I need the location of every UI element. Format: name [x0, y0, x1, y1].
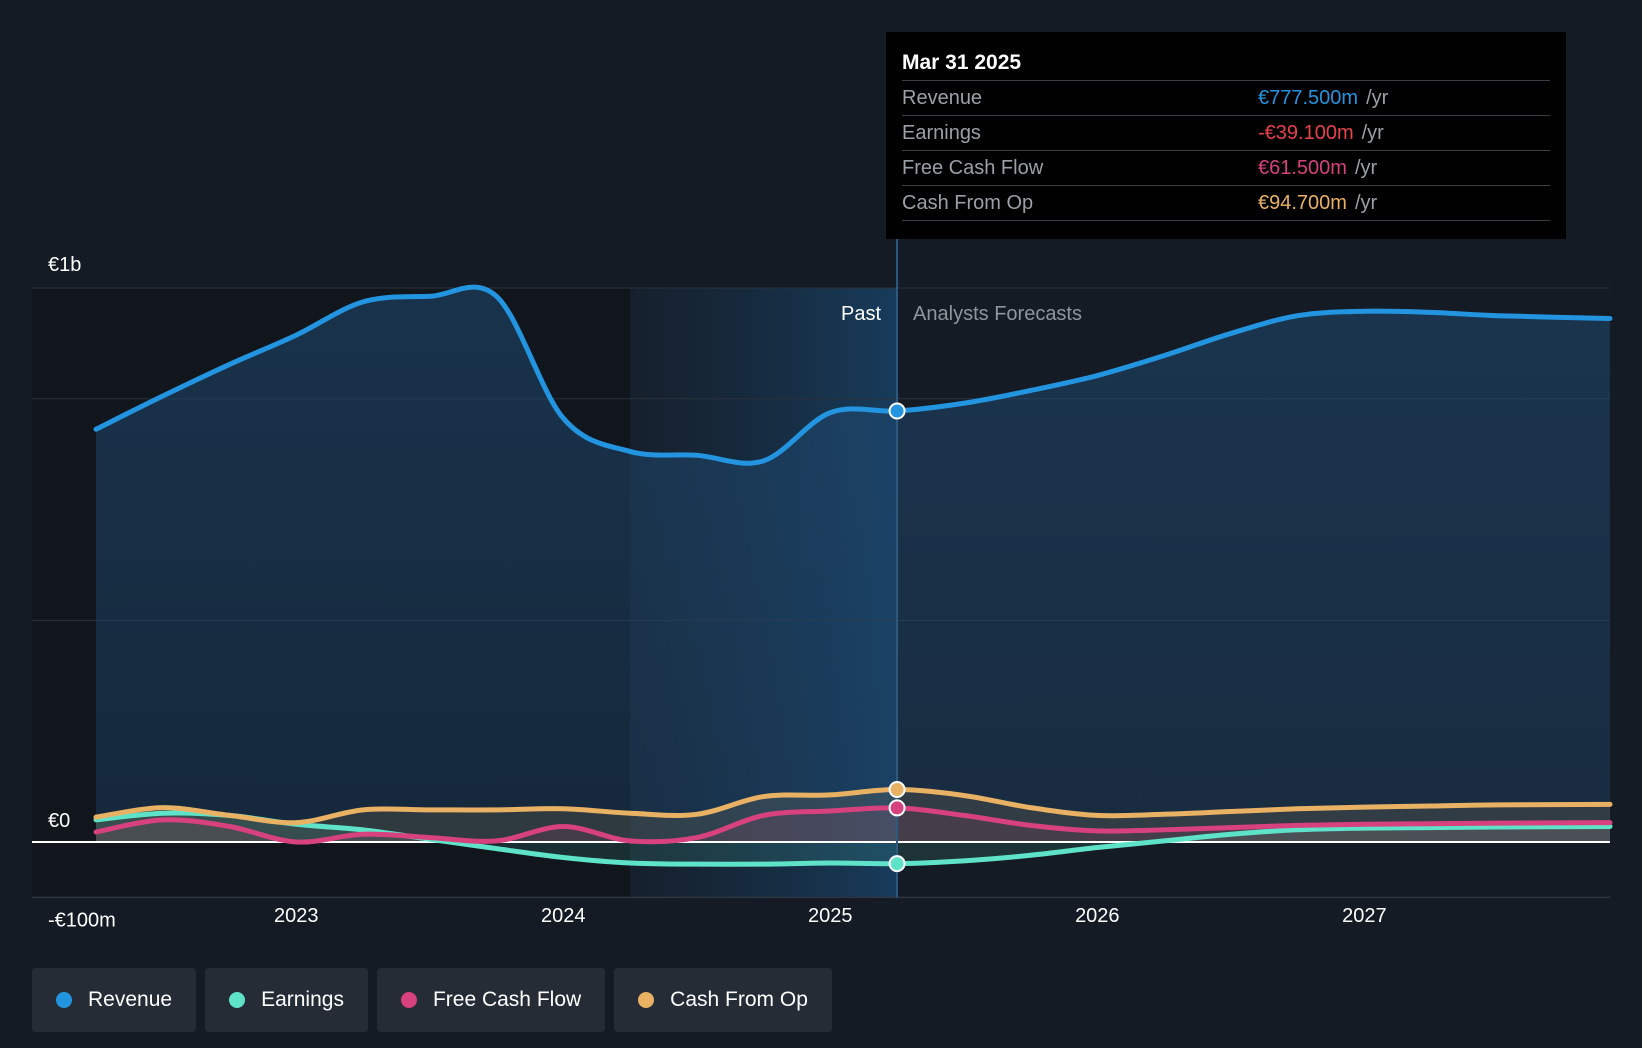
tooltip-row-revenue: Revenue €777.500m /yr [902, 80, 1550, 115]
tooltip-unit: /yr [1361, 122, 1384, 144]
legend-dot-icon [638, 992, 655, 1008]
forecast-label: Analysts Forecasts [913, 303, 1082, 325]
legend-dot-icon [229, 992, 246, 1008]
highlight-point-cash-from-op [888, 781, 906, 799]
series-line-revenue [93, 284, 1613, 466]
series-line-free-cash-flow [93, 805, 1613, 845]
tooltip-label: Cash From Op [902, 192, 1034, 214]
y-tick-label: €1b [48, 254, 81, 276]
area-revenue [96, 287, 1610, 843]
highlight-point-revenue [888, 402, 906, 420]
tooltip-date: Mar 31 2025 [902, 51, 1022, 74]
x-tick-label: 2023 [274, 905, 319, 927]
tooltip-unit: /yr [1354, 192, 1378, 214]
y-tick-label: €0 [48, 810, 70, 832]
tooltip-row-cash-from-op: Cash From Op €94.700m /yr [902, 185, 1550, 221]
tooltip-value: €94.700m [1258, 192, 1347, 214]
legend-item-revenue[interactable]: Revenue [32, 968, 197, 1032]
highlight-point-free-cash-flow [888, 799, 906, 817]
x-tick-label: 2027 [1342, 905, 1387, 927]
legend-label: Revenue [88, 988, 173, 1011]
x-tick-label: 2024 [541, 905, 586, 927]
tooltip: Mar 31 2025 Revenue €777.500m /yr Earnin… [886, 32, 1566, 239]
legend-label: Cash From Op [670, 988, 808, 1011]
legend: Revenue Earnings Free Cash Flow Cash Fro… [32, 968, 832, 1032]
tooltip-value: -€39.100m [1258, 122, 1354, 144]
x-tick-label: 2026 [1075, 905, 1120, 927]
tooltip-row-earnings: Earnings -€39.100m /yr [902, 115, 1550, 150]
legend-item-earnings[interactable]: Earnings [205, 968, 368, 1032]
legend-dot-icon [56, 992, 72, 1008]
past-label: Past [841, 303, 881, 325]
tooltip-unit: /yr [1354, 157, 1378, 179]
tooltip-unit: /yr [1366, 87, 1389, 109]
series-line-cash-from-op [93, 787, 1613, 826]
legend-dot-icon [400, 992, 417, 1008]
tooltip-label: Revenue [902, 87, 983, 109]
highlight-point-earnings [888, 855, 906, 873]
x-tick-label: 2025 [808, 905, 853, 927]
series-line-earnings [93, 810, 1613, 867]
tooltip-row-free-cash-flow: Free Cash Flow €61.500m /yr [902, 150, 1550, 185]
tooltip-label: Earnings [902, 122, 981, 144]
legend-label: Free Cash Flow [432, 988, 582, 1011]
legend-item-cash-from-op[interactable]: Cash From Op [614, 968, 832, 1032]
tooltip-label: Free Cash Flow [902, 157, 1044, 179]
legend-label: Earnings [261, 988, 344, 1011]
tooltip-value: €61.500m [1258, 157, 1347, 179]
y-tick-label: -€100m [48, 909, 116, 931]
tooltip-value: €777.500m [1258, 87, 1359, 109]
legend-item-free-cash-flow[interactable]: Free Cash Flow [376, 968, 606, 1032]
